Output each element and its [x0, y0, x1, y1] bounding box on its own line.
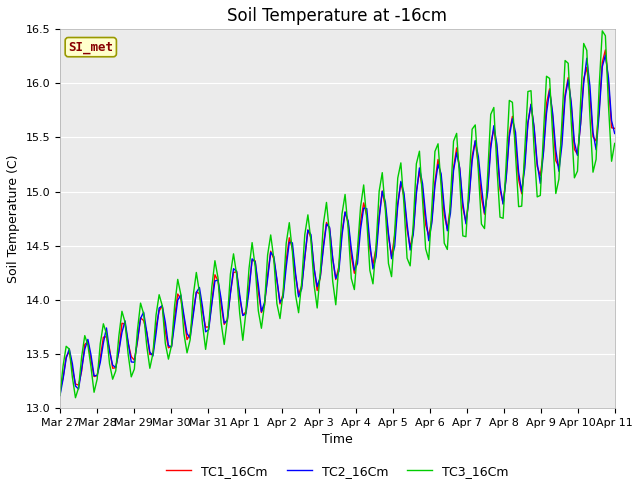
TC3_16Cm [56, 393, 64, 398]
TC1_16Cm [602, 47, 609, 53]
Text: SI_met: SI_met [68, 41, 113, 54]
TC1_16Cm [121, 321, 129, 327]
TC3_16Cm [552, 191, 559, 196]
TC3_16Cm [270, 256, 278, 262]
TC3_16Cm [611, 141, 618, 146]
TC2_16Cm [65, 346, 73, 352]
Legend: TC1_16Cm, TC2_16Cm, TC3_16Cm: TC1_16Cm, TC2_16Cm, TC3_16Cm [161, 460, 513, 480]
TC2_16Cm [549, 110, 557, 116]
TC1_16Cm [592, 138, 600, 144]
Line: TC2_16Cm: TC2_16Cm [60, 55, 614, 396]
TC2_16Cm [56, 393, 64, 398]
TC1_16Cm [65, 349, 73, 355]
TC3_16Cm [598, 28, 606, 34]
Line: TC1_16Cm: TC1_16Cm [60, 50, 614, 390]
TC1_16Cm [171, 314, 179, 320]
TC3_16Cm [174, 276, 182, 282]
TC3_16Cm [65, 346, 73, 352]
TC3_16Cm [72, 395, 79, 401]
TC1_16Cm [549, 114, 557, 120]
TC2_16Cm [611, 131, 618, 136]
TC1_16Cm [56, 387, 64, 393]
TC2_16Cm [602, 52, 609, 58]
Y-axis label: Soil Temperature (C): Soil Temperature (C) [7, 155, 20, 283]
TC2_16Cm [121, 318, 129, 324]
Title: Soil Temperature at -16cm: Soil Temperature at -16cm [227, 7, 447, 25]
TC3_16Cm [124, 351, 132, 357]
TC2_16Cm [592, 147, 600, 153]
TC1_16Cm [267, 248, 275, 254]
X-axis label: Time: Time [322, 433, 353, 446]
TC2_16Cm [171, 321, 179, 326]
TC1_16Cm [611, 125, 618, 131]
TC3_16Cm [595, 84, 603, 89]
Line: TC3_16Cm: TC3_16Cm [60, 31, 614, 398]
TC2_16Cm [267, 250, 275, 255]
